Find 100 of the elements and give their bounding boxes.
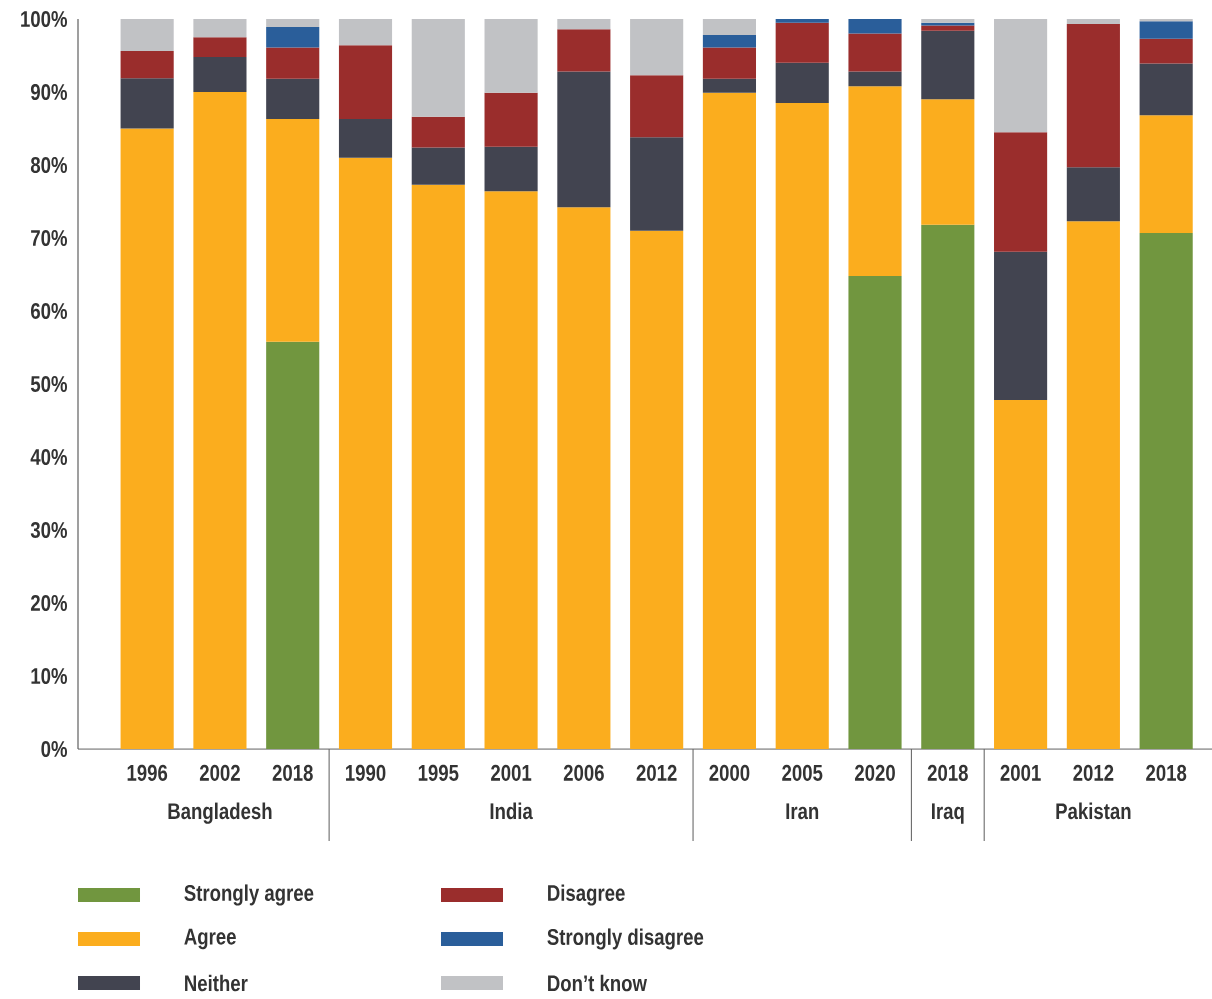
bar (266, 78, 320, 119)
y-tick-label: 80% (30, 156, 68, 174)
bar (1139, 38, 1193, 64)
bar (848, 71, 902, 87)
x-tick-label: 2000 (709, 764, 750, 781)
bar (1139, 63, 1193, 116)
legend-label: Disagree (548, 884, 625, 906)
bar (557, 29, 611, 72)
bar (702, 92, 757, 749)
bar (921, 18, 975, 23)
bar (775, 18, 829, 23)
bar (120, 51, 174, 79)
x-tick-label: 1996 (127, 764, 168, 781)
bar (411, 18, 465, 117)
bar (702, 18, 757, 36)
bar (848, 275, 902, 749)
bar (338, 157, 393, 749)
bar (775, 22, 829, 63)
bar (484, 92, 538, 147)
bar (338, 45, 393, 119)
x-tick-label: 2012 (636, 764, 677, 781)
bar (557, 18, 611, 30)
bar (1066, 167, 1120, 222)
x-tick-label: 2001 (491, 764, 532, 781)
legend-label: Strongly agree (184, 884, 314, 906)
x-tick-label: 2018 (1146, 764, 1187, 781)
y-tick-label: 0% (41, 740, 68, 758)
bar (848, 86, 902, 276)
text: Pakistan (1056, 802, 1131, 820)
bar (630, 75, 684, 138)
bar (921, 99, 975, 225)
bar (921, 224, 975, 749)
bar (702, 35, 757, 48)
bar (921, 30, 975, 100)
bar (630, 137, 684, 231)
text: Iraq (931, 803, 964, 824)
bar (775, 62, 829, 103)
bar (484, 146, 538, 192)
text: Bangladesh (168, 802, 272, 824)
bar (848, 18, 902, 34)
text: Iran (786, 803, 819, 820)
bar (1139, 18, 1193, 22)
bar (266, 341, 320, 749)
bar (266, 119, 320, 342)
x-tick-label: 2018 (927, 764, 968, 781)
y-tick-label: 20% (30, 594, 68, 612)
x-tick-label: 2012 (1073, 764, 1114, 781)
legend-label: Don’t know (548, 974, 648, 992)
bar (484, 191, 538, 749)
y-tick-label: 30% (30, 521, 68, 539)
bar (994, 18, 1048, 133)
bar (411, 184, 465, 749)
x-tick-label: 2005 (782, 764, 823, 781)
bar (266, 27, 320, 48)
bar (921, 25, 975, 31)
bar (702, 78, 757, 93)
bar (120, 18, 174, 52)
x-tick-label: 2002 (199, 764, 240, 781)
bar (1139, 21, 1193, 39)
bar (338, 119, 393, 158)
y-tick-label: 40% (30, 448, 68, 466)
bar (338, 18, 393, 46)
text: India (490, 802, 533, 820)
y-tick-label: 100% (21, 10, 68, 28)
x-tick-label: 1995 (418, 764, 459, 781)
bar (994, 251, 1048, 401)
x-tick-label: 1990 (346, 764, 386, 781)
bar (193, 18, 247, 38)
x-tick-label: 2006 (563, 764, 604, 781)
bar (557, 207, 611, 749)
bar (266, 18, 320, 28)
x-tick-label: 2020 (854, 764, 895, 781)
bar (1066, 221, 1120, 749)
y-tick-label: 50% (30, 375, 68, 393)
bar (702, 47, 757, 79)
bar (1066, 18, 1120, 25)
bar (193, 91, 247, 749)
bar (994, 132, 1048, 252)
bar (630, 18, 684, 76)
bar (411, 147, 465, 185)
bar (266, 47, 320, 79)
bar (1139, 232, 1193, 749)
y-tick-label: 60% (31, 302, 68, 320)
bar (120, 128, 174, 749)
y-tick-label: 70% (31, 229, 68, 247)
x-tick-label: 2018 (272, 764, 313, 781)
bar (120, 78, 174, 129)
bar (994, 400, 1048, 749)
bar (557, 71, 611, 208)
legend-label: Agree (184, 928, 236, 950)
bar (1139, 115, 1193, 233)
bar (775, 102, 829, 749)
legend-label: Neither (185, 974, 248, 992)
bar (1066, 24, 1120, 168)
bar (411, 116, 465, 148)
bar (193, 56, 247, 92)
legend-label: Strongly disagree (547, 928, 704, 950)
bar (848, 33, 902, 72)
y-tick-label: 10% (31, 667, 68, 685)
bar (484, 18, 538, 93)
